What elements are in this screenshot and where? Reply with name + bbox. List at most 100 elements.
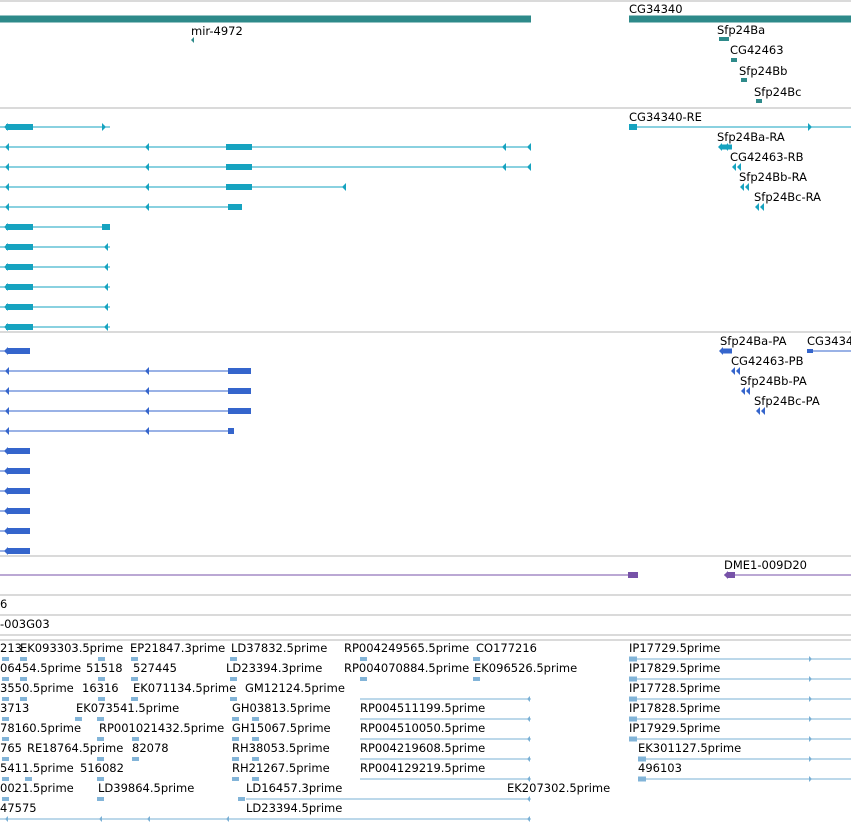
est-label[interactable]: RP004129219.5prime <box>360 761 485 775</box>
transcript-label[interactable]: Sfp24Bc-RA <box>754 190 821 204</box>
est-label[interactable]: IP17829.5prime <box>629 661 720 675</box>
est-block <box>232 737 239 741</box>
est-label[interactable]: 765 <box>0 741 22 755</box>
est-label[interactable]: 3550.5prime <box>0 681 74 695</box>
est-label[interactable]: RP004510050.5prime <box>360 721 485 735</box>
protein-label[interactable]: CG42463-PB <box>731 354 804 368</box>
exon-block <box>8 348 30 354</box>
est-label[interactable]: GH15067.5prime <box>232 721 331 735</box>
gene-label[interactable]: mir-4972 <box>191 24 243 38</box>
est-label[interactable]: 496103 <box>638 761 682 775</box>
transcript-label[interactable]: CG34340-RE <box>629 110 702 124</box>
est-label[interactable]: RH38053.5prime <box>232 741 330 755</box>
exon-block <box>8 468 30 474</box>
est-label[interactable]: RP004511199.5prime <box>360 701 485 715</box>
est-label[interactable]: GH03813.5prime <box>232 701 331 715</box>
clone-label[interactable]: DME1-009D20 <box>724 558 807 572</box>
est-label[interactable]: RE18764.5prime <box>27 741 123 755</box>
est-label[interactable]: IP17729.5prime <box>629 641 720 655</box>
gene-label[interactable]: Sfp24Bc <box>754 85 802 99</box>
est-block <box>132 737 139 741</box>
est-label[interactable]: EK301127.5prime <box>638 741 741 755</box>
gene-label[interactable]: CG42463 <box>730 43 784 57</box>
est-label[interactable]: 51518 <box>86 661 123 675</box>
est-label[interactable]: RH21267.5prime <box>232 761 330 775</box>
est-block <box>2 737 9 741</box>
strand-arrow-icon <box>145 203 149 211</box>
gene-label[interactable]: CG34340 <box>629 2 683 16</box>
est-label[interactable]: EK207302.5prime <box>507 781 610 795</box>
est-label[interactable]: 47575 <box>0 801 37 815</box>
track-label[interactable]: -003G03 <box>0 617 50 631</box>
strand-arrow-icon <box>809 776 812 782</box>
est-label[interactable]: 5411.5prime <box>0 761 74 775</box>
exon-block <box>8 548 30 554</box>
strand-arrow-icon <box>741 387 745 395</box>
strand-arrow-icon <box>4 223 8 231</box>
transcript-label[interactable]: Sfp24Bb-RA <box>739 170 807 184</box>
exon-block <box>756 99 762 103</box>
est-label[interactable]: 3713 <box>0 701 29 715</box>
strand-arrow-icon <box>809 676 812 682</box>
strand-arrow-icon <box>527 736 530 742</box>
est-block <box>97 757 104 761</box>
est-label[interactable]: IP17728.5prime <box>629 681 720 695</box>
strand-arrow-icon <box>147 816 150 822</box>
est-label[interactable]: GM12124.5prime <box>245 681 345 695</box>
est-label[interactable]: RP004219608.5prime <box>360 741 485 755</box>
est-label[interactable]: EK096526.5prime <box>474 661 577 675</box>
est-label[interactable]: RP001021432.5prime <box>99 721 224 735</box>
est-block <box>629 736 637 742</box>
est-block <box>132 757 139 761</box>
est-label[interactable]: 16316 <box>82 681 119 695</box>
est-label[interactable]: EK073541.5prime <box>76 701 179 715</box>
est-label[interactable]: LD39864.5prime <box>98 781 194 795</box>
est-label[interactable]: EK071134.5prime <box>133 681 236 695</box>
est-label[interactable]: 82078 <box>132 741 169 755</box>
exon-block <box>722 144 732 150</box>
protein-label[interactable]: CG3434 <box>807 334 851 348</box>
est-block <box>252 757 259 761</box>
est-label[interactable]: RP004070884.5prime <box>344 661 469 675</box>
transcript-label[interactable]: Sfp24Ba-RA <box>717 130 785 144</box>
est-label[interactable]: RP004249565.5prime <box>344 641 469 655</box>
est-block <box>629 676 637 682</box>
exon-block <box>226 164 252 170</box>
strand-arrow-icon <box>4 527 8 535</box>
est-label[interactable]: LD16457.3prime <box>246 781 342 795</box>
est-label[interactable]: 516082 <box>80 761 124 775</box>
est-label[interactable]: IP17929.5prime <box>629 721 720 735</box>
transcript-label[interactable]: CG42463-RB <box>730 150 804 164</box>
strand-arrow-icon <box>4 487 8 495</box>
est-label[interactable]: 0021.5prime <box>0 781 74 795</box>
est-label[interactable]: LD23394.3prime <box>226 661 322 675</box>
est-label[interactable]: EK093303.5prime <box>20 641 123 655</box>
est-label[interactable]: 213 <box>0 641 22 655</box>
strand-arrow-icon <box>226 816 229 822</box>
protein-label[interactable]: Sfp24Ba-PA <box>720 334 787 348</box>
gene-label[interactable]: Sfp24Bb <box>739 64 787 78</box>
est-block <box>252 717 259 721</box>
est-block <box>2 757 9 761</box>
est-label[interactable]: EP21847.3prime <box>130 641 225 655</box>
est-label[interactable]: IP17828.5prime <box>629 701 720 715</box>
clone-block <box>628 572 638 578</box>
protein-label[interactable]: Sfp24Bb-PA <box>740 374 807 388</box>
strand-arrow-icon <box>4 243 8 251</box>
est-label[interactable]: CO177216 <box>476 641 537 655</box>
protein-label[interactable]: Sfp24Bc-PA <box>754 394 820 408</box>
strand-arrow-icon <box>104 263 108 271</box>
est-label[interactable]: 06454.5prime <box>0 661 81 675</box>
strand-arrow-icon <box>104 323 108 331</box>
est-label[interactable]: 78160.5prime <box>0 721 81 735</box>
est-label[interactable]: 527445 <box>133 661 177 675</box>
est-label[interactable]: LD37832.5prime <box>231 641 327 655</box>
est-label[interactable]: LD23394.5prime <box>246 801 342 815</box>
gene-bar <box>629 15 851 23</box>
strand-arrow-icon <box>731 367 735 375</box>
gene-label[interactable]: Sfp24Ba <box>717 23 765 37</box>
track-label[interactable]: 6 <box>0 597 7 611</box>
est-block <box>98 677 105 681</box>
exon-block <box>807 349 813 353</box>
